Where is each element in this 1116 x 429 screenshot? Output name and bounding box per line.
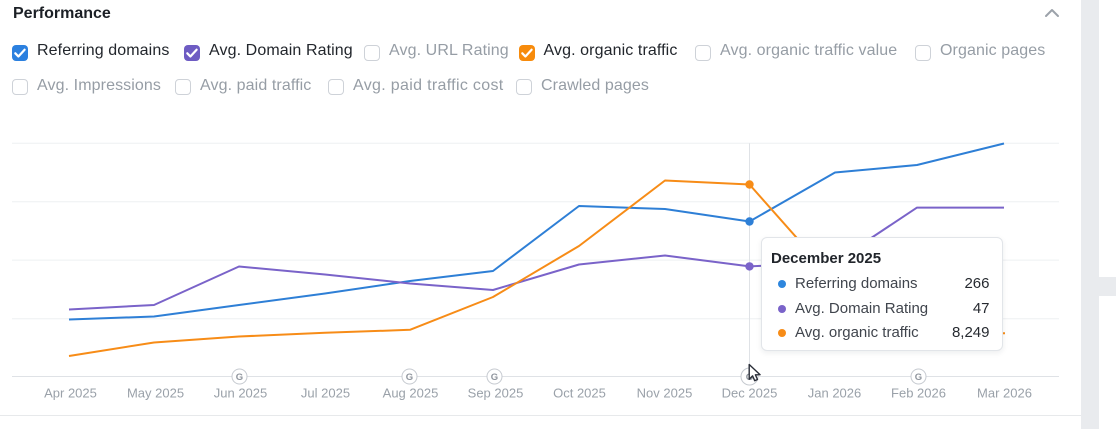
svg-text:Jun 2025: Jun 2025 [214,386,268,401]
svg-text:Sep 2025: Sep 2025 [468,386,524,401]
svg-text:Mar 2026: Mar 2026 [977,386,1032,401]
svg-text:Feb 2026: Feb 2026 [891,386,946,401]
svg-text:Jul 2025: Jul 2025 [301,386,350,401]
svg-text:Apr 2025: Apr 2025 [44,386,97,401]
svg-text:G: G [491,372,498,383]
svg-text:Nov 2025: Nov 2025 [637,386,693,401]
svg-text:G: G [915,372,922,383]
svg-text:May 2025: May 2025 [127,386,184,401]
svg-text:G: G [406,372,413,383]
svg-text:Jan 2026: Jan 2026 [808,386,862,401]
svg-text:Aug 2025: Aug 2025 [383,386,439,401]
svg-text:Dec 2025: Dec 2025 [722,386,778,401]
svg-text:Oct 2025: Oct 2025 [553,386,606,401]
svg-text:G: G [236,372,243,383]
